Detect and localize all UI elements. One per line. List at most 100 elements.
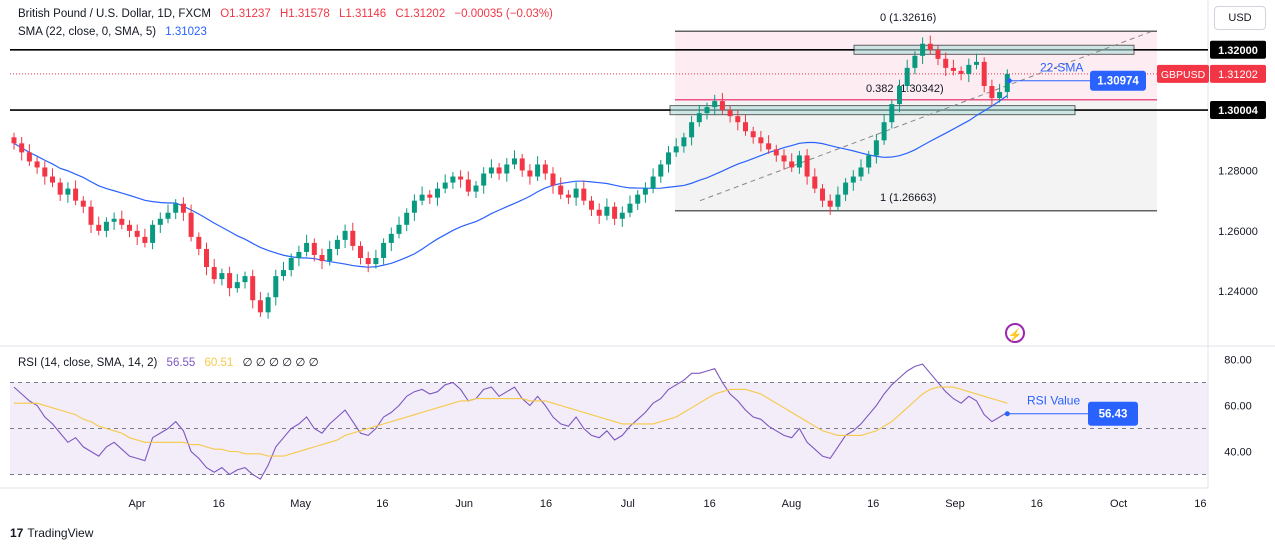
candle-body <box>119 218 125 225</box>
candle-body <box>750 131 756 138</box>
rsi-pointer-dot <box>1004 411 1010 417</box>
candle-body <box>589 200 594 210</box>
candle-body <box>65 188 71 195</box>
candle-body <box>904 67 910 86</box>
support-zone <box>669 105 1076 116</box>
candle-body <box>496 167 502 174</box>
candle-body <box>596 209 602 216</box>
candle-body <box>897 86 902 105</box>
rsi-sma-legend-value: 60.51 <box>204 357 234 369</box>
candle-body <box>881 122 887 141</box>
horizontal-levels[interactable] <box>10 44 1208 116</box>
candle-body <box>642 188 648 195</box>
time-tick-label: 16 <box>867 498 879 510</box>
candle-body <box>666 152 671 165</box>
candle-body <box>604 206 610 216</box>
legend-rsi[interactable]: RSI (14, close, SMA, 14, 2) 56.55 60.51 … <box>18 355 325 369</box>
level-price-label: 1.30004 <box>1218 105 1259 117</box>
rsi-legend-label: RSI (14, close, SMA, 14, 2) <box>18 357 158 369</box>
tradingview-wordmark: TradingView <box>27 526 94 540</box>
legend-sma[interactable]: SMA (22, close, 0, SMA, 5) 1.31023 <box>18 26 213 38</box>
candle-body <box>11 137 17 144</box>
candle-body <box>835 194 841 207</box>
candle-body <box>196 236 202 249</box>
candle-body <box>327 248 333 262</box>
rsi-line <box>13 363 1008 480</box>
candle-body <box>974 61 979 65</box>
sma-name-label: 22-SMA <box>1040 61 1083 75</box>
symbol-badge <box>1157 64 1209 83</box>
resistance-zone <box>853 44 1135 55</box>
lightning-icon[interactable]: ⚡ <box>1005 323 1025 343</box>
candle-body <box>250 276 256 301</box>
candle-body <box>550 173 556 186</box>
time-tick-label: 16 <box>1194 498 1206 510</box>
fib-label-0: 0 (1.32616) <box>880 12 936 24</box>
candle-body <box>103 221 109 231</box>
candle-body <box>342 230 348 240</box>
candle-body <box>1004 73 1010 93</box>
sma-value-text: 1.30974 <box>1097 76 1139 88</box>
candle-body <box>581 188 587 201</box>
candle-body <box>612 206 618 219</box>
candle-body <box>535 164 541 177</box>
time-tick-label: Jul <box>621 498 635 510</box>
candle-body <box>866 155 872 168</box>
candle-body <box>858 167 864 177</box>
sma-legend-value: 1.31023 <box>165 26 207 38</box>
currency-button[interactable]: USD <box>1214 6 1266 30</box>
time-tick-label: 16 <box>376 498 388 510</box>
time-axis[interactable]: Apr 16 May 16 Jun 16 Jul 16 Aug 16 Sep 16 Oct 16 <box>128 498 1206 510</box>
candle-body <box>635 194 641 204</box>
price-axis[interactable]: 1.24000 1.26000 1.28000 1.30004 1.32000 GBPUS… <box>1157 40 1266 298</box>
time-tick-label: 16 <box>1031 498 1043 510</box>
candle-body <box>912 55 918 68</box>
candle-body <box>658 164 664 177</box>
fib-label-1: 1 (1.26663) <box>880 192 936 204</box>
candle-body <box>958 70 964 74</box>
candle-body <box>111 218 117 222</box>
candle-body <box>997 92 1003 99</box>
candle-body <box>727 110 733 117</box>
low-value: L1.31146 <box>339 8 387 20</box>
candle-body <box>373 258 379 265</box>
time-tick-label: Jun <box>455 498 473 510</box>
candle-body <box>573 188 579 198</box>
candle-body <box>334 239 340 249</box>
symbol-title[interactable]: British Pound / U.S. Dollar, 1D, FXCM <box>18 8 212 20</box>
candle-body <box>943 58 949 68</box>
candle-body <box>242 276 248 283</box>
candle-body <box>188 212 194 237</box>
candle-body <box>789 161 795 168</box>
candle-body <box>504 164 510 174</box>
level-price-label: 1.32000 <box>1218 45 1258 57</box>
candle-body <box>435 188 440 198</box>
candle-body <box>288 258 294 271</box>
level-price-badge <box>1210 101 1266 120</box>
candle-body <box>204 248 209 268</box>
candle-body <box>488 167 494 174</box>
candle-body <box>920 43 926 56</box>
candle-body <box>673 146 679 153</box>
candle-body <box>812 176 818 189</box>
candle-body <box>542 164 548 174</box>
sma-value-badge <box>1090 70 1146 91</box>
time-tick-label: 16 <box>540 498 552 510</box>
time-tick-label: Oct <box>1110 498 1127 510</box>
candle-body <box>804 155 810 177</box>
candle-body <box>157 218 163 225</box>
candle-body <box>150 224 156 243</box>
candle-body <box>735 116 741 123</box>
symbol-badge-text: GBPUSD <box>1161 69 1206 81</box>
rsi-value-text: 56.43 <box>1099 409 1128 421</box>
time-tick-label: Sep <box>945 498 965 510</box>
candle-body <box>873 140 879 156</box>
tradingview-logo[interactable]: 17 TradingView <box>10 526 93 540</box>
open-value: O1.31237 <box>220 8 271 20</box>
candle-body <box>927 43 933 50</box>
candle-body <box>935 49 941 59</box>
candle-body <box>365 258 371 265</box>
candle-body <box>88 206 94 225</box>
candle-body <box>311 242 317 255</box>
